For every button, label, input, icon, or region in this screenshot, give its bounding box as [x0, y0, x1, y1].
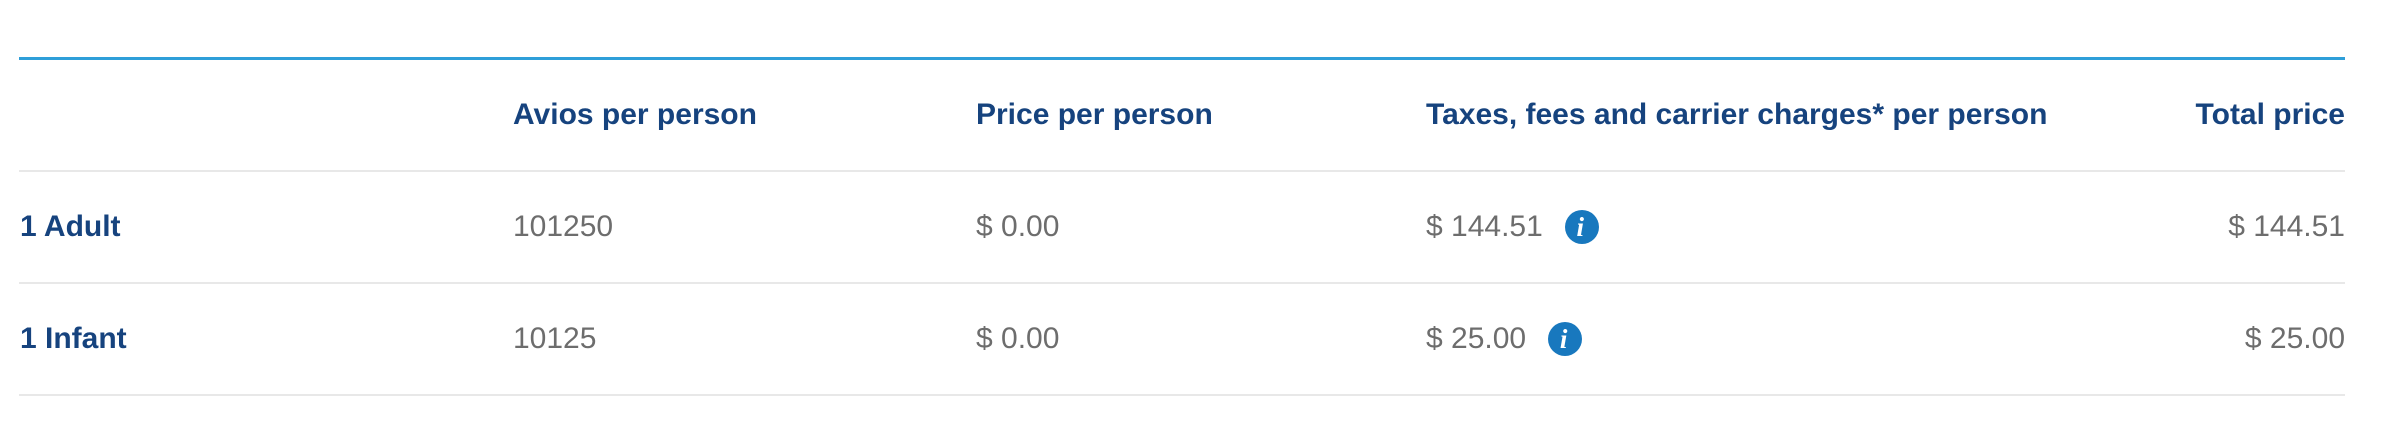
- total-price-cell: $ 25.00: [2244, 322, 2345, 355]
- taxes-amount: $ 25.00: [1426, 322, 1527, 355]
- table-row-adult: 1 Adult 101250 $ 0.00 $ 144.51 i $ 144.5…: [19, 172, 2345, 284]
- info-icon-glyph: i: [1559, 323, 1568, 354]
- price-cell: $ 0.00: [976, 322, 1060, 355]
- total-price-cell: $ 144.51: [2228, 210, 2345, 243]
- taxes-amount: $ 144.51: [1426, 210, 1543, 243]
- passenger-type-cell: 1 Adult: [20, 210, 121, 243]
- avios-cell: 101250: [513, 210, 614, 243]
- column-header-avios: Avios per person: [513, 98, 757, 131]
- taxes-cell: $ 144.51 i: [1425, 209, 2085, 245]
- table-top-accent-line: [19, 57, 2345, 60]
- avios-cell: 10125: [513, 322, 597, 355]
- info-icon[interactable]: i: [1548, 322, 1583, 356]
- column-header-total: Total price: [2195, 98, 2345, 131]
- passenger-type-cell: 1 Infant: [20, 322, 127, 355]
- info-icon[interactable]: i: [1564, 210, 1599, 244]
- column-header-price: Price per person: [976, 98, 1213, 131]
- table-header-row: Avios per person Price per person Taxes,…: [19, 60, 2345, 172]
- table-row-infant: 1 Infant 10125 $ 0.00 $ 25.00 i $ 25.00: [19, 284, 2345, 396]
- price-cell: $ 0.00: [976, 210, 1060, 243]
- taxes-cell: $ 25.00 i: [1425, 321, 2085, 357]
- column-header-taxes: Taxes, fees and carrier charges* per per…: [1426, 98, 2048, 131]
- info-icon-glyph: i: [1576, 211, 1585, 242]
- price-breakdown-table: Avios per person Price per person Taxes,…: [19, 0, 2345, 396]
